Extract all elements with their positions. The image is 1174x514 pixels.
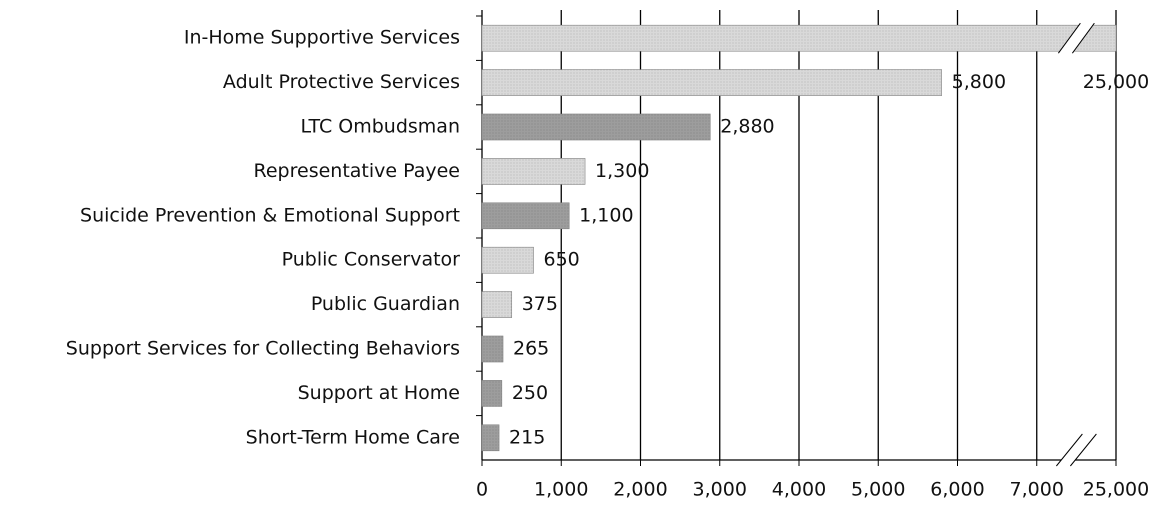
value-label: 375 bbox=[522, 293, 558, 315]
y-tick-label: Public Guardian bbox=[311, 293, 460, 315]
value-label: 5,800 bbox=[952, 71, 1006, 93]
bar-texture bbox=[482, 424, 500, 451]
axis-break bbox=[1055, 433, 1083, 467]
y-tick-label: LTC Ombudsman bbox=[301, 116, 461, 138]
y-tick-label: Public Conservator bbox=[282, 249, 461, 271]
x-tick-label: 4,000 bbox=[772, 479, 826, 501]
y-tick-label: Support Services for Collecting Behavior… bbox=[66, 338, 460, 360]
value-label: 25,000 bbox=[1083, 71, 1149, 93]
axis-break bbox=[1069, 433, 1097, 467]
bar-texture bbox=[482, 247, 534, 274]
value-label: 215 bbox=[509, 426, 545, 448]
bar-texture bbox=[482, 158, 586, 185]
x-tick-label: 7,000 bbox=[1010, 479, 1064, 501]
axis-break bbox=[1057, 22, 1081, 54]
x-tick-label: 5,000 bbox=[851, 479, 905, 501]
y-tick-label: Adult Protective Services bbox=[223, 71, 460, 93]
x-tick-label: 6,000 bbox=[930, 479, 984, 501]
bar-texture bbox=[482, 291, 512, 318]
y-tick-label: Short-Term Home Care bbox=[246, 426, 460, 448]
x-tick-label: 3,000 bbox=[693, 479, 747, 501]
value-label: 650 bbox=[544, 249, 580, 271]
x-tick-label: 25,000 bbox=[1083, 479, 1149, 501]
value-label: 2,880 bbox=[720, 116, 774, 138]
y-tick-label: In-Home Supportive Services bbox=[184, 27, 460, 49]
value-label: 265 bbox=[513, 338, 549, 360]
bar-texture bbox=[482, 380, 502, 407]
axis-break bbox=[1071, 22, 1095, 54]
bar-texture bbox=[482, 25, 1116, 52]
value-label: 1,300 bbox=[595, 160, 649, 182]
value-label: 250 bbox=[512, 382, 548, 404]
y-tick-label: Suicide Prevention & Emotional Support bbox=[80, 204, 460, 226]
y-tick-label: Support at Home bbox=[298, 382, 460, 404]
bar-texture bbox=[482, 202, 570, 229]
value-label: 1,100 bbox=[579, 204, 633, 226]
axis-break-gap bbox=[1056, 434, 1097, 466]
x-tick-label: 1,000 bbox=[534, 479, 588, 501]
x-tick-label: 2,000 bbox=[613, 479, 667, 501]
y-tick-label: Representative Payee bbox=[254, 160, 460, 182]
x-tick-label: 0 bbox=[476, 479, 488, 501]
bar-texture bbox=[482, 336, 504, 362]
bar-texture bbox=[482, 114, 711, 140]
axis-break-gap bbox=[1058, 23, 1095, 54]
bar-texture bbox=[482, 69, 942, 96]
